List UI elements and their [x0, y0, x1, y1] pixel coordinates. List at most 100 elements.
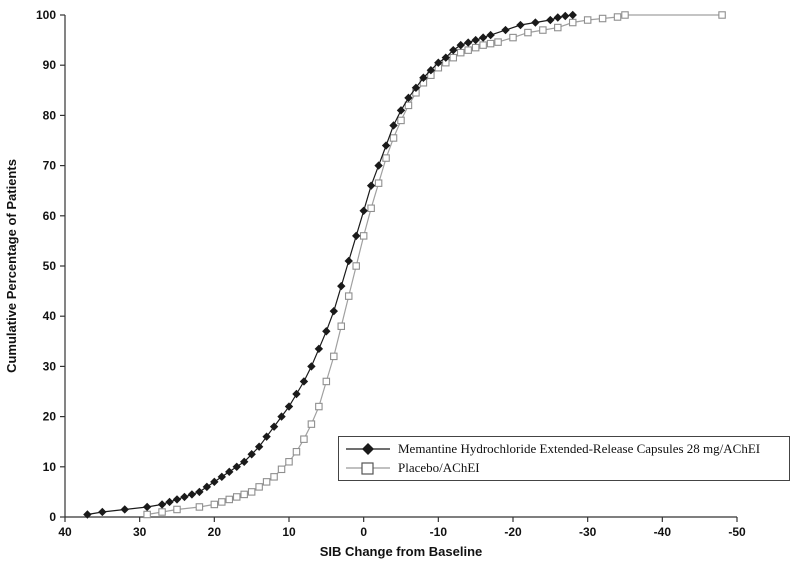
data-point-square [225, 495, 234, 504]
data-point-diamond [195, 487, 204, 497]
data-point-diamond [464, 38, 473, 47]
data-point-square [262, 478, 271, 486]
data-point-square [173, 505, 181, 514]
y-tick-label: 70 [43, 159, 57, 173]
y-tick-label: 60 [43, 209, 57, 223]
data-point-diamond [240, 457, 249, 466]
data-point-diamond [254, 442, 264, 451]
data-point-diamond [322, 327, 331, 336]
data-point-square [568, 18, 577, 27]
y-tick-label: 10 [43, 460, 57, 474]
y-tick-label: 80 [43, 108, 57, 122]
data-point-square [300, 435, 308, 443]
y-tick-label: 0 [49, 510, 56, 524]
data-point-square [389, 134, 398, 142]
legend: Memantine Hydrochloride Extended-Release… [338, 436, 790, 481]
data-point-diamond [98, 507, 107, 517]
data-point-square [509, 33, 517, 42]
data-point-square [554, 23, 562, 32]
data-point-diamond [449, 45, 458, 55]
data-point-diamond [292, 389, 301, 399]
data-point-square [292, 447, 301, 456]
x-tick-label: -10 [430, 525, 448, 539]
data-point-square [598, 14, 607, 23]
data-point-diamond [561, 11, 570, 21]
data-point-diamond [307, 362, 316, 371]
y-tick-label: 20 [43, 410, 57, 424]
data-point-square [479, 41, 487, 49]
data-point-square [218, 498, 226, 506]
data-point-diamond [120, 505, 129, 514]
data-point-square [344, 292, 353, 300]
data-point-diamond [434, 58, 443, 67]
x-tick-label: 10 [282, 525, 296, 539]
data-point-diamond [210, 477, 219, 487]
x-tick-label: -20 [504, 525, 522, 539]
data-point-diamond [389, 121, 398, 130]
data-point-square [143, 510, 151, 519]
x-tick-label: 0 [360, 525, 367, 539]
data-point-square [613, 13, 622, 21]
data-point-square [240, 490, 248, 499]
data-point-diamond [172, 495, 182, 504]
data-point-diamond [396, 106, 406, 115]
data-point-square [397, 116, 405, 125]
data-point-diamond [441, 53, 450, 62]
data-point-diamond [374, 161, 383, 170]
data-point-square [322, 377, 331, 386]
data-point-diamond [329, 306, 338, 316]
x-tick-label: 40 [58, 525, 72, 539]
data-point-square [718, 11, 726, 19]
data-point-diamond [366, 181, 376, 190]
data-point-diamond [411, 83, 421, 92]
data-point-diamond [359, 206, 368, 215]
data-point-diamond [337, 281, 346, 291]
data-point-diamond [142, 502, 152, 512]
data-point-diamond [232, 462, 241, 471]
data-point-diamond [187, 490, 197, 499]
x-tick-label: 30 [133, 525, 147, 539]
data-point-square [367, 204, 375, 213]
data-point-square [464, 46, 472, 54]
data-point-square [404, 101, 413, 110]
data-point-diamond [501, 25, 510, 35]
data-point-square [539, 26, 547, 34]
data-point-square [449, 53, 458, 62]
data-point-square [195, 503, 204, 511]
open-square-legend-icon [346, 462, 390, 475]
data-point-square [285, 458, 293, 466]
data-point-diamond [456, 40, 465, 50]
data-point-diamond [344, 256, 353, 266]
data-point-square [583, 16, 592, 24]
data-point-square [382, 154, 390, 162]
data-point-diamond [202, 482, 212, 492]
data-point-diamond [381, 141, 391, 150]
data-point-diamond [277, 412, 286, 421]
data-point-square [307, 420, 316, 428]
y-tick-label: 30 [43, 359, 57, 373]
data-point-diamond [568, 10, 577, 20]
data-point-square [270, 473, 278, 481]
data-point-square [277, 465, 286, 474]
data-point-square [158, 508, 166, 516]
data-point-diamond [217, 472, 226, 482]
x-tick-label: -50 [728, 525, 746, 539]
x-tick-label: 20 [208, 525, 222, 539]
legend-label-memantine: Memantine Hydrochloride Extended-Release… [398, 440, 761, 456]
x-tick-label: -30 [579, 525, 597, 539]
x-tick-label: -40 [654, 525, 672, 539]
data-point-diamond [546, 15, 555, 25]
data-point-diamond [247, 450, 256, 459]
data-point-square [330, 352, 338, 361]
data-point-diamond [165, 497, 174, 507]
data-point-diamond [157, 500, 167, 509]
legend-item-placebo: Placebo/AChEI [345, 459, 783, 479]
data-point-diamond [486, 30, 495, 40]
y-tick-label: 100 [36, 8, 56, 22]
data-point-square [494, 38, 502, 46]
data-point-diamond [299, 377, 309, 386]
data-point-diamond [352, 231, 361, 241]
data-point-diamond [531, 18, 540, 27]
